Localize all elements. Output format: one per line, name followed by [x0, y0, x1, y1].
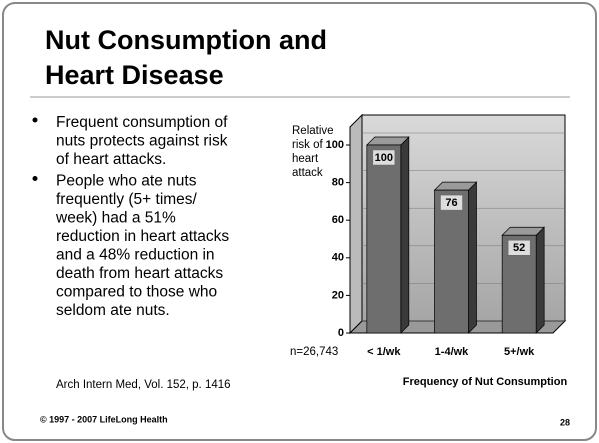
y-tick-label: 0 [338, 327, 344, 339]
y-axis-label: heart [292, 153, 319, 165]
value-label-box [440, 194, 463, 211]
bar [434, 189, 469, 334]
y-tick-label: 60 [332, 214, 344, 226]
bullet-dot [32, 117, 38, 123]
bar [366, 144, 402, 334]
bar-side [468, 181, 477, 334]
footer: © 1997 - 2007 LifeLong Health [40, 414, 168, 424]
bullet-text: reduction in heart attacks [56, 228, 229, 245]
bullet-text: People who ate nuts [56, 173, 197, 190]
bullet-text: seldom ate nuts. [56, 302, 170, 319]
bar-side [535, 226, 545, 334]
bullet-text: compared to those who [56, 284, 217, 301]
y-tick-label: 80 [332, 177, 344, 189]
bullet-text: Frequent consumption of [56, 114, 228, 131]
side-wall [349, 113, 363, 335]
bullet-text: and a 48% reduction in [56, 247, 215, 264]
value-label-box [372, 149, 396, 166]
value-label: 52 [513, 242, 525, 254]
slide-title: Heart Disease [45, 60, 224, 90]
value-label: 100 [375, 152, 393, 164]
annotation: n=26,743 [290, 346, 338, 358]
slide-title: Nut Consumption and [45, 25, 327, 55]
value-label-box [507, 239, 531, 256]
y-axis-label: attack [292, 167, 323, 179]
bullet-dot [32, 176, 38, 181]
value-label: 76 [445, 197, 457, 209]
x-tick-label: 1-4/wk [435, 346, 470, 358]
y-tick-label: 100 [326, 139, 344, 151]
y-tick-label: 40 [332, 252, 344, 264]
x-axis-label: Frequency of Nut Consumption [403, 376, 568, 388]
page-number: 28 [560, 417, 570, 427]
y-axis-label: Relative [292, 125, 334, 137]
bullet-text: of heart attacks. [56, 151, 166, 168]
citation: Arch Intern Med, Vol. 152, p. 1416 [56, 379, 231, 391]
x-tick-label: < 1/wk [367, 346, 401, 358]
content: Nut Consumption and Heart Disease Frequent… [32, 25, 570, 427]
x-tick-label: 5+/wk [504, 346, 535, 358]
bullet-text: death from heart attacks [56, 265, 223, 282]
y-axis-label: risk of [292, 139, 323, 151]
bar-side [400, 136, 410, 334]
bullet-text: week) had a 51% [55, 210, 176, 227]
y-tick-label: 20 [332, 289, 344, 301]
bullet-text: nuts protects against risk [56, 133, 228, 150]
bullet-text: frequently (5+ times/ [56, 191, 198, 208]
